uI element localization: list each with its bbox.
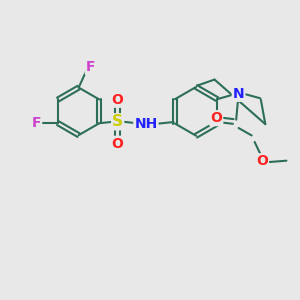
Text: N: N bbox=[233, 87, 244, 101]
Text: O: O bbox=[112, 137, 124, 151]
Text: F: F bbox=[32, 116, 41, 130]
Text: F: F bbox=[86, 60, 95, 74]
Text: O: O bbox=[210, 111, 222, 125]
Text: O: O bbox=[256, 154, 268, 168]
Text: S: S bbox=[112, 114, 123, 129]
Text: O: O bbox=[112, 93, 124, 107]
Text: NH: NH bbox=[134, 117, 158, 131]
